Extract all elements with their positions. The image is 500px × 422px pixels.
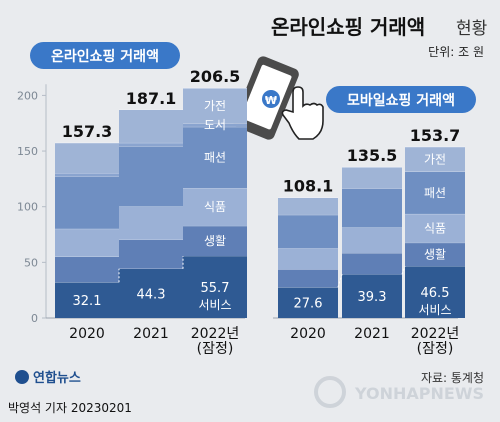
- mobile-series-label: 생활: [424, 248, 446, 262]
- online-bar-패션-2: [183, 126, 247, 189]
- online-bar-패션-0: [55, 176, 119, 229]
- y-tick-label: 50: [24, 256, 38, 269]
- mobile-total-label: 153.7: [410, 126, 461, 145]
- online-bar-가전-2: [183, 88, 247, 124]
- online-bar-가전-1: [119, 109, 183, 143]
- mobile-bottom-value: 27.6: [294, 297, 323, 312]
- hand-cursor-icon: [281, 86, 324, 140]
- mobile-bar-생활-1: [342, 253, 402, 275]
- mobile-bar-생활-0: [278, 269, 338, 288]
- online-bar-식품-1: [119, 206, 183, 240]
- online-bar-도서-0: [55, 173, 119, 177]
- online-bar-생활-2: [183, 225, 247, 257]
- mobile-bar-패션-1: [342, 188, 402, 228]
- online-total-label: 187.1: [126, 89, 177, 108]
- mobile-category-label: 2021: [354, 326, 390, 342]
- online-series-label: 가전: [204, 99, 226, 113]
- online-bar-생활-1: [119, 239, 183, 269]
- online-category-label: (잠정): [197, 341, 234, 357]
- online-bottom-value: 55.7: [201, 281, 230, 296]
- svg-text:₩: ₩: [265, 94, 277, 107]
- mobile-total-label: 135.5: [347, 146, 398, 165]
- mobile-pill-label: 모바일쇼핑 거래액: [347, 92, 455, 109]
- phone-icon: ₩: [233, 56, 299, 140]
- online-series-label: 생활: [204, 234, 226, 248]
- mobile-total-label: 108.1: [283, 177, 334, 196]
- mobile-connector: [337, 274, 343, 288]
- y-tick-label: 0: [31, 312, 38, 325]
- online-bottom-value: 32.1: [73, 294, 102, 309]
- online-category-label: 2022년: [191, 326, 240, 342]
- yonhap-logo-text: 연합뉴스: [33, 370, 81, 386]
- watermark: YONHAPNEWS: [314, 376, 484, 408]
- mobile-series-label: 식품: [424, 221, 446, 235]
- online-category-label: 2020: [69, 326, 105, 342]
- mobile-series-label: 서비스: [418, 303, 451, 317]
- mobile-bar-가전-1: [342, 167, 402, 189]
- mobile-series-label: 가전: [424, 152, 446, 166]
- mobile-category-label: (잠정): [417, 341, 454, 357]
- online-bar-서비스-1: [119, 268, 183, 318]
- mobile-bar-패션-2: [405, 171, 465, 214]
- mobile-bar-생활-2: [405, 242, 465, 267]
- yonhap-logo: 연합뉴스: [15, 370, 81, 386]
- unit-label: 단위: 조 원: [428, 45, 484, 59]
- mobile-category-label: 2020: [290, 326, 326, 342]
- mobile-bar-가전-2: [405, 146, 465, 172]
- online-pill-label: 온라인쇼핑 거래액: [51, 48, 159, 65]
- mobile-bar-서비스-0: [278, 287, 338, 318]
- y-tick-label: 150: [17, 145, 38, 158]
- online-bottom-value: 44.3: [137, 287, 166, 302]
- mobile-connector: [401, 266, 406, 275]
- mobile-pill: [326, 86, 476, 113]
- mobile-bar-패션-0: [278, 214, 338, 249]
- mobile-bar-가전-0: [278, 197, 338, 215]
- online-category-label: 2021: [133, 326, 169, 342]
- watermark-text: YONHAPNEWS: [354, 384, 484, 403]
- online-bar-패션-1: [119, 146, 183, 207]
- chart-title: 온라인쇼핑 거래액: [271, 15, 425, 39]
- online-bar-가전-0: [55, 142, 119, 174]
- mobile-bar-식품-1: [342, 227, 402, 254]
- mobile-bottom-value: 46.5: [421, 286, 450, 301]
- mobile-category-label: 2022년: [411, 326, 460, 342]
- online-series-label: 패션: [204, 151, 226, 165]
- y-tick-label: 200: [17, 89, 38, 102]
- online-bar-식품-0: [55, 228, 119, 257]
- online-series-label: 도서: [204, 118, 226, 132]
- online-series-label: 서비스: [198, 298, 231, 312]
- online-total-label: 157.3: [62, 122, 113, 141]
- bars-layer: 32.1 157.3 2020 44.3 187.1 2021 55.7 206.5 2022년…: [55, 67, 465, 357]
- online-bar-생활-0: [55, 256, 119, 283]
- credit-label: 박영석 기자 20230201: [8, 401, 132, 415]
- y-tick-label: 100: [17, 201, 38, 214]
- chart-title-suffix: 현황: [456, 19, 487, 39]
- online-bar-서비스-0: [55, 282, 119, 318]
- online-bar-서비스-2: [183, 256, 247, 318]
- online-pill: [30, 42, 180, 69]
- source-label: 자료: 통계청: [421, 371, 484, 385]
- mobile-series-label: 패션: [424, 186, 446, 200]
- mobile-bar-식품-0: [278, 248, 338, 270]
- online-series-label: 식품: [204, 200, 226, 214]
- online-bar-도서-1: [119, 142, 183, 147]
- mobile-bar-서비스-2: [405, 266, 465, 318]
- mobile-bar-식품-2: [405, 213, 465, 243]
- mobile-bar-서비스-1: [342, 274, 402, 318]
- online-total-label: 206.5: [190, 67, 241, 86]
- mobile-bottom-value: 39.3: [358, 290, 387, 305]
- online-bar-도서-2: [183, 123, 247, 127]
- online-bar-식품-2: [183, 188, 247, 226]
